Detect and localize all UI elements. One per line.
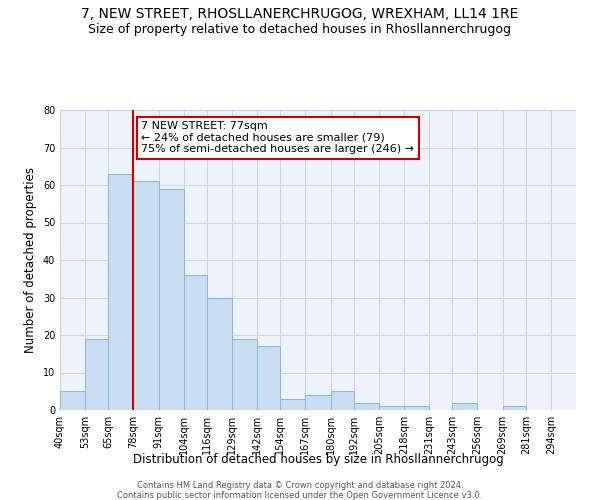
Bar (331, 391, 354, 410)
Text: Distribution of detached houses by size in Rhosllannerchrugog: Distribution of detached houses by size … (133, 452, 503, 466)
Bar (85, 339, 109, 410)
Bar (305, 395, 331, 410)
Bar (232, 339, 257, 410)
Text: 7, NEW STREET, RHOSLLANERCHRUGOG, WREXHAM, LL14 1RE: 7, NEW STREET, RHOSLLANERCHRUGOG, WREXHA… (82, 8, 518, 22)
Bar (257, 346, 280, 410)
Bar (133, 181, 158, 410)
Bar (452, 402, 478, 410)
Bar (354, 402, 379, 410)
Y-axis label: Number of detached properties: Number of detached properties (24, 167, 37, 353)
Bar (158, 188, 184, 410)
Bar (109, 174, 133, 410)
Bar (184, 275, 207, 410)
Text: Contains HM Land Registry data © Crown copyright and database right 2024.: Contains HM Land Registry data © Crown c… (137, 481, 463, 490)
Bar (379, 406, 404, 410)
Bar (207, 298, 232, 410)
Bar (404, 406, 429, 410)
Text: 7 NEW STREET: 77sqm
← 24% of detached houses are smaller (79)
75% of semi-detach: 7 NEW STREET: 77sqm ← 24% of detached ho… (141, 121, 414, 154)
Bar (60, 391, 85, 410)
Text: Size of property relative to detached houses in Rhosllannerchrugog: Size of property relative to detached ho… (89, 22, 511, 36)
Bar (503, 406, 526, 410)
Bar (280, 399, 305, 410)
Text: Contains public sector information licensed under the Open Government Licence v3: Contains public sector information licen… (118, 491, 482, 500)
